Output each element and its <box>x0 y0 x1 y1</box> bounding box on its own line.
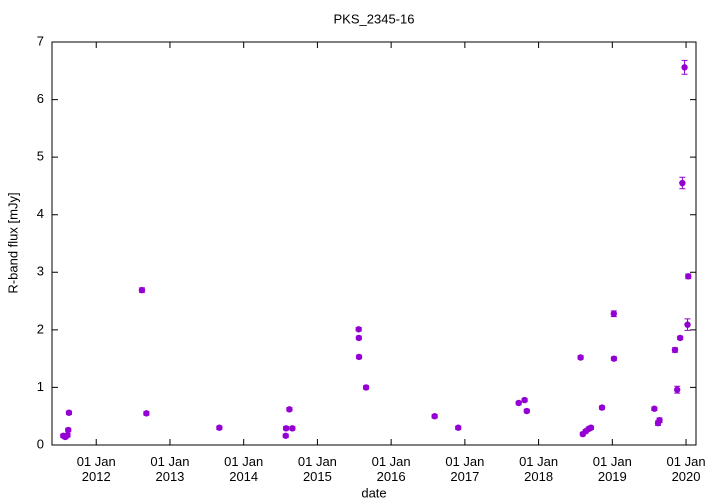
data-point <box>64 432 71 439</box>
data-point <box>362 384 370 391</box>
data-point <box>515 399 522 407</box>
x-tick-label: 01 Jan 2016 <box>371 454 411 484</box>
data-point <box>684 321 691 328</box>
data-point <box>681 64 688 71</box>
data-point <box>286 406 293 413</box>
data-point <box>587 424 595 431</box>
data-point <box>671 346 679 354</box>
y-tick-label: 1 <box>37 379 44 394</box>
y-tick-label: 3 <box>37 264 44 279</box>
data-point <box>289 425 296 432</box>
data-point <box>138 286 146 294</box>
x-tick-label: 01 Jan 2012 <box>76 454 116 484</box>
data-point <box>598 404 606 411</box>
data-point <box>685 273 692 280</box>
x-tick-label: 01 Jan 2019 <box>592 454 632 484</box>
data-point <box>523 407 530 415</box>
data-point <box>610 310 617 317</box>
y-axis-label: R-band flux [mJy] <box>5 192 20 293</box>
data-point <box>651 405 658 412</box>
data-point <box>65 426 72 434</box>
chart-title: PKS_2345-16 <box>334 11 415 26</box>
y-tick-label: 2 <box>37 321 44 336</box>
data-point <box>65 409 73 416</box>
y-tick-label: 7 <box>37 33 44 48</box>
x-tick-label: 01 Jan 2018 <box>519 454 559 484</box>
data-point <box>431 413 438 420</box>
x-tick-label: 01 Jan 2013 <box>150 454 190 484</box>
data-point <box>521 396 528 404</box>
data-point <box>355 326 362 333</box>
data-point <box>143 410 150 417</box>
data-point <box>679 179 686 187</box>
data-point <box>282 432 289 439</box>
data-point <box>216 424 223 431</box>
x-tick-label: 01 Jan 2014 <box>224 454 264 484</box>
plot-frame <box>51 41 697 446</box>
data-point <box>282 425 290 432</box>
data-point <box>673 386 681 393</box>
data-point <box>656 417 663 424</box>
y-tick-label: 0 <box>37 436 44 451</box>
y-tick-label: 4 <box>37 206 44 221</box>
data-point <box>610 355 618 362</box>
data-point <box>577 354 584 361</box>
y-tick-label: 6 <box>37 91 44 106</box>
y-tick-label: 5 <box>37 149 44 164</box>
x-tick-label: 01 Jan 2015 <box>297 454 337 484</box>
data-point <box>455 424 462 431</box>
data-point <box>355 353 363 361</box>
x-axis-label: date <box>361 485 386 500</box>
x-tick-label: 01 Jan 2020 <box>666 454 706 484</box>
data-point <box>676 334 684 342</box>
x-tick-label: 01 Jan 2017 <box>445 454 485 484</box>
data-point <box>355 334 363 342</box>
